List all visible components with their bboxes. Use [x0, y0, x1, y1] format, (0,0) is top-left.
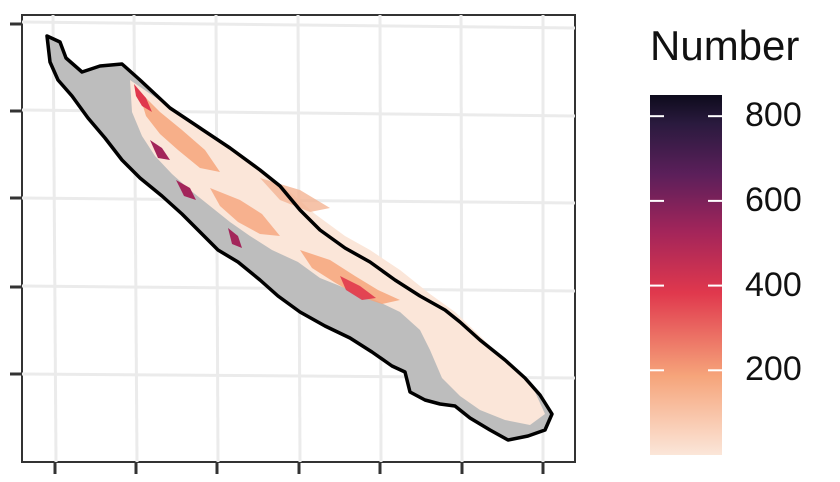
- legend-tick-label: 400: [745, 265, 802, 304]
- density-overlay: [130, 80, 545, 425]
- x-axis-ticks: [53, 462, 545, 474]
- legend-tick-label: 800: [745, 96, 802, 135]
- legend-colorbar: [650, 95, 722, 455]
- coastline: [45, 34, 554, 442]
- legend-tick-label: 600: [745, 180, 802, 219]
- legend-tick-label: 200: [745, 350, 802, 389]
- y-axis-ticks: [10, 22, 22, 376]
- legend-ticks: [650, 115, 722, 372]
- legend-title: Number: [650, 22, 800, 69]
